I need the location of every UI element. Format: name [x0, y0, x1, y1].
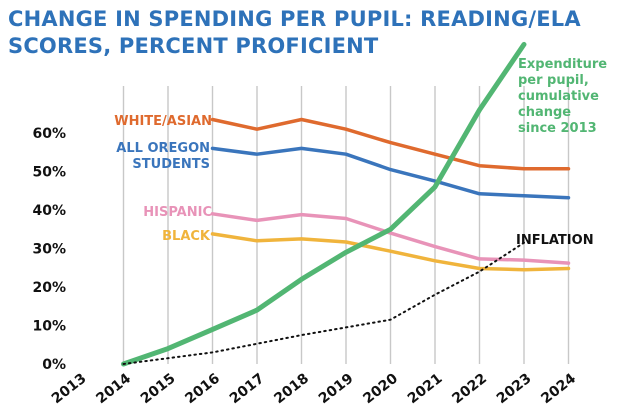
- series-label-all_oregon: ALL OREGON STUDENTS: [116, 141, 210, 172]
- x-tick-label: 2024: [538, 370, 579, 407]
- y-tick-label: 10%: [32, 319, 66, 335]
- x-tick-label: 2014: [93, 370, 134, 407]
- series-label-line: change: [518, 105, 571, 120]
- series-label-black: BLACK: [162, 229, 211, 244]
- series-line-expenditure: [121, 41, 527, 367]
- series-label-line: Expenditure: [518, 57, 607, 72]
- series-label-line: since 2013: [518, 121, 597, 136]
- x-tick-label: 2019: [316, 371, 357, 408]
- series-label-white_asian: WHITE/ASIAN: [114, 114, 212, 129]
- series-label-line: per pupil,: [518, 73, 589, 88]
- series-label-line: INFLATION: [516, 233, 594, 248]
- series-line-inflation: [122, 241, 525, 365]
- series-label-line: BLACK: [162, 229, 211, 244]
- y-tick-label: 50%: [32, 165, 66, 181]
- series-label-line: cumulative: [518, 89, 599, 104]
- y-tick-label: 0%: [42, 357, 66, 373]
- series-lines: [121, 41, 571, 367]
- chart-title-line-1: CHANGE IN SPENDING PER PUPIL: READING/EL…: [8, 7, 581, 31]
- x-tick-label: 2018: [271, 371, 312, 408]
- x-tick-label: 2023: [494, 371, 535, 408]
- y-axis-ticks: 0% 10% 20% 30% 40% 50% 60%: [32, 126, 66, 373]
- x-tick-label: 2022: [449, 371, 490, 408]
- x-tick-label: 2021: [405, 371, 446, 408]
- series-label-expenditure: Expenditure per pupil, cumulative change sin…: [518, 57, 607, 136]
- x-tick-label: 2017: [227, 371, 268, 408]
- series-line-black: [210, 232, 571, 272]
- series-label-inflation: INFLATION: [516, 233, 594, 248]
- y-tick-label: 60%: [32, 126, 66, 142]
- series-labels: WHITE/ASIAN ALL OREGON STUDENTS HISPANIC BLA…: [114, 57, 607, 248]
- x-tick-label: 2015: [138, 371, 179, 408]
- x-tick-label: 2020: [360, 370, 401, 407]
- x-tick-label: 2013: [49, 371, 90, 408]
- series-label-hispanic: HISPANIC: [143, 205, 212, 220]
- series-line-white_asian: [210, 117, 571, 171]
- series-label-line: STUDENTS: [132, 157, 210, 172]
- y-tick-label: 30%: [32, 242, 66, 258]
- y-tick-label: 40%: [32, 203, 66, 219]
- chart-title-line-2: SCORES, PERCENT PROFICIENT: [8, 34, 379, 58]
- y-tick-label: 20%: [32, 280, 66, 296]
- series-line-hispanic: [210, 212, 571, 265]
- x-tick-label: 2016: [182, 371, 223, 408]
- gridlines: [122, 86, 570, 364]
- series-label-line: HISPANIC: [143, 205, 212, 220]
- x-axis-ticks: 2013 2014 2015 2016 2017 2018 2019 2020 2021 2022…: [49, 370, 579, 407]
- series-line-all_oregon: [210, 146, 571, 200]
- series-label-line: ALL OREGON: [116, 141, 210, 156]
- series-label-line: WHITE/ASIAN: [114, 114, 212, 129]
- chart-title: CHANGE IN SPENDING PER PUPIL: READING/EL…: [8, 6, 581, 60]
